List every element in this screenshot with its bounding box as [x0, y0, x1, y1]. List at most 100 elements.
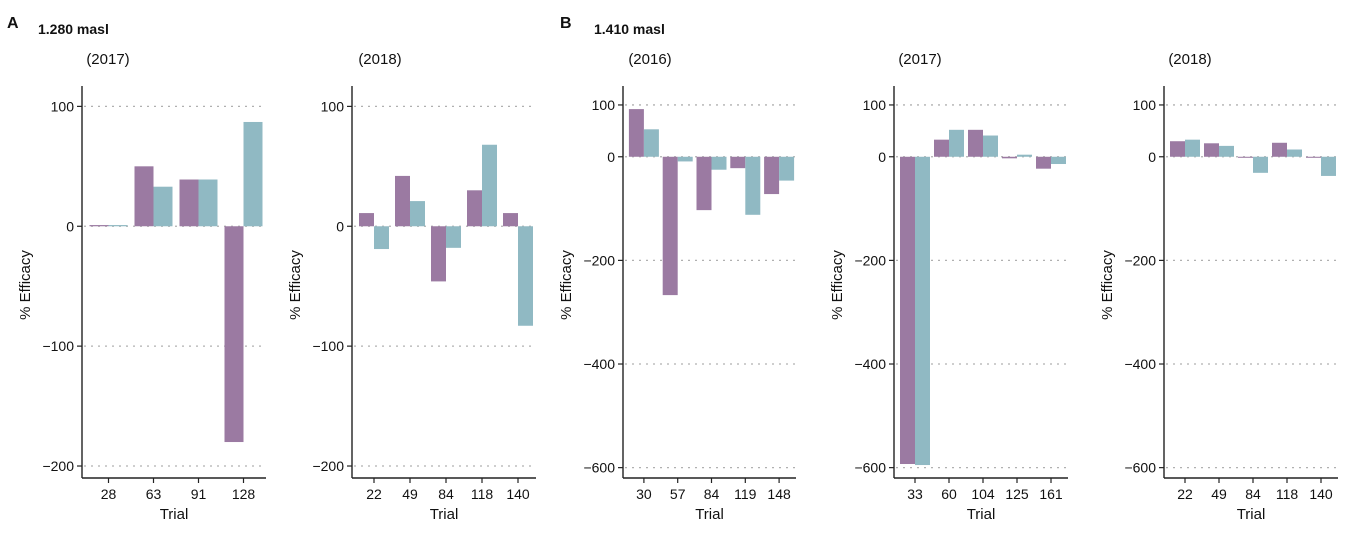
y-tick-label: −100	[312, 338, 344, 354]
y-tick-label: 0	[607, 149, 615, 165]
bar-2-trial-60	[949, 129, 964, 157]
x-tick-label: 118	[1276, 486, 1299, 502]
x-axis-label: Trial	[1237, 506, 1266, 523]
y-tick-label: −400	[854, 356, 886, 372]
x-tick-label: 84	[1245, 486, 1261, 502]
x-tick-label: 84	[438, 486, 454, 502]
bar-2-trial-119	[745, 156, 761, 215]
bar-1-trial-33	[900, 156, 915, 465]
bar-2-trial-125	[1017, 154, 1032, 157]
elevation-label-a: 1.280 masl	[38, 21, 109, 37]
y-tick-label: 100	[1133, 97, 1157, 113]
y-tick-label: −400	[1124, 356, 1156, 372]
bar-1-trial-84	[431, 226, 446, 282]
x-tick-label: 30	[636, 486, 652, 502]
bar-1-trial-140	[1306, 156, 1321, 158]
bar-2-trial-30	[643, 129, 659, 157]
x-tick-label: 49	[1211, 486, 1227, 502]
bar-1-trial-161	[1036, 156, 1051, 169]
charts-container: 28 63 91 128 100 0 −100 −200 Trial % Efficacy (201…	[17, 51, 1338, 523]
y-tick-label: 100	[863, 97, 887, 113]
y-axis-label: % Efficacy	[1099, 250, 1116, 320]
bar-1-trial-128	[224, 226, 244, 443]
bar-1-trial-84	[696, 156, 712, 211]
x-tick-label: 161	[1039, 486, 1063, 502]
y-tick-label: 0	[336, 218, 344, 234]
bar-1-trial-57	[662, 156, 678, 296]
bar-1-trial-22	[359, 213, 374, 227]
bar-1-trial-84	[1238, 156, 1253, 158]
y-axis-label: % Efficacy	[17, 250, 34, 320]
x-axis-label: Trial	[967, 506, 996, 523]
x-tick-label: 22	[1177, 486, 1193, 502]
y-tick-label: 0	[66, 218, 74, 234]
panel-letter-a: A	[7, 15, 19, 32]
chart-year-title: (2018)	[358, 51, 401, 68]
x-tick-label: 57	[670, 486, 686, 502]
bar-2-trial-161	[1051, 156, 1066, 165]
bar-2-trial-33	[915, 156, 930, 466]
y-axis-label: % Efficacy	[287, 250, 304, 320]
y-tick-label: −600	[1124, 460, 1156, 476]
x-tick-label: 28	[101, 486, 117, 502]
y-tick-label: 0	[1148, 149, 1156, 165]
bar-2-trial-22	[374, 226, 389, 250]
y-tick-label: −200	[854, 252, 886, 268]
y-tick-label: −600	[854, 460, 886, 476]
y-tick-label: −200	[312, 458, 344, 474]
y-axis-label: % Efficacy	[829, 250, 846, 320]
bar-2-trial-84	[711, 156, 727, 170]
bar-1-trial-140	[503, 213, 518, 227]
bar-1-trial-63	[134, 166, 154, 227]
x-tick-label: 84	[704, 486, 720, 502]
x-tick-label: 60	[941, 486, 957, 502]
x-tick-label: 49	[402, 486, 418, 502]
bar-2-trial-104	[983, 135, 998, 157]
bar-2-trial-49	[410, 201, 425, 227]
bar-2-trial-63	[153, 186, 173, 227]
bar-2-trial-91	[198, 179, 218, 227]
bar-1-trial-104	[968, 129, 983, 157]
bar-1-trial-118	[1272, 142, 1287, 157]
chart-panel-b-4: 22 49 84 118 140 100 0 −200 −400 −600 Trial % Effic…	[1099, 51, 1338, 523]
y-tick-label: 0	[878, 149, 886, 165]
y-tick-label: −200	[583, 252, 615, 268]
chart-year-title: (2016)	[628, 51, 671, 68]
chart-year-title: (2017)	[86, 51, 129, 68]
x-tick-label: 22	[366, 486, 382, 502]
bar-2-trial-84	[1253, 156, 1268, 173]
y-tick-label: 100	[592, 97, 616, 113]
bar-2-trial-128	[243, 121, 263, 227]
x-tick-label: 140	[1309, 486, 1333, 502]
x-tick-label: 140	[506, 486, 530, 502]
y-axis-label: % Efficacy	[558, 250, 575, 320]
bar-2-trial-140	[1321, 156, 1336, 176]
bar-1-trial-91	[179, 179, 199, 227]
bar-1-trial-49	[395, 175, 410, 227]
bar-2-trial-140	[518, 226, 533, 326]
x-tick-label: 104	[971, 486, 995, 502]
x-axis-label: Trial	[160, 506, 189, 523]
chart-year-title: (2017)	[898, 51, 941, 68]
bar-1-trial-22	[1170, 141, 1185, 157]
bar-1-trial-30	[628, 109, 644, 157]
x-tick-label: 63	[146, 486, 162, 502]
bar-2-trial-28	[108, 225, 128, 227]
x-tick-label: 125	[1005, 486, 1029, 502]
y-tick-label: −200	[42, 458, 74, 474]
bar-1-trial-49	[1204, 143, 1219, 157]
panel-letter-b: B	[560, 15, 572, 32]
y-tick-label: −600	[583, 460, 615, 476]
bar-1-trial-60	[934, 139, 949, 157]
bar-2-trial-118	[1287, 149, 1302, 157]
bar-2-trial-57	[677, 156, 693, 162]
elevation-label-b: 1.410 masl	[594, 21, 665, 37]
y-tick-label: 100	[321, 98, 345, 114]
bar-2-trial-49	[1219, 145, 1234, 157]
bar-2-trial-84	[446, 226, 461, 248]
chart-panel-b-2: 30 57 84 119 148 100 0 −200 −400 −600 Trial % Effic…	[558, 51, 796, 523]
x-tick-label: 119	[734, 486, 757, 502]
chart-panel-b-3: 33 60 104 125 161 100 0 −200 −400 −600 Trial % Effi…	[829, 51, 1068, 523]
bar-1-trial-119	[730, 156, 746, 169]
